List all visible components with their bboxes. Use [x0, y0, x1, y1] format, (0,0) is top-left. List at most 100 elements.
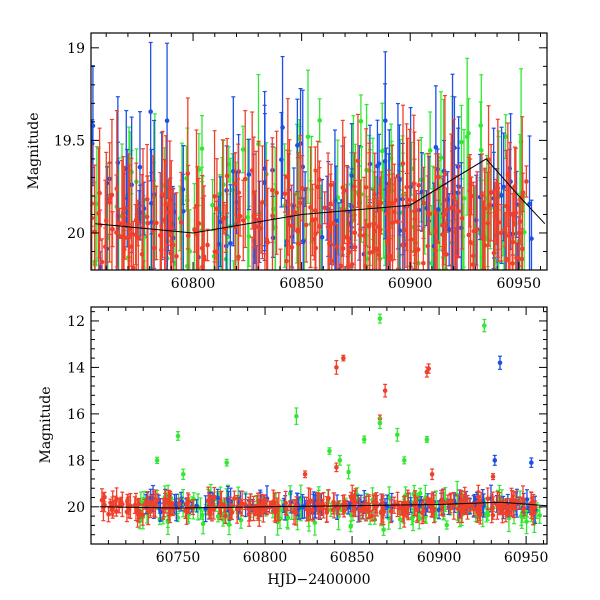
top-data-point — [221, 215, 227, 221]
bottom-data-point — [421, 508, 426, 513]
bottom-data-point — [426, 366, 431, 371]
bottom-y-tick-label: 18 — [67, 453, 85, 469]
top-data-point — [376, 161, 382, 167]
top-data-point — [357, 232, 363, 238]
top-data-point — [524, 179, 529, 184]
top-data-point — [516, 230, 522, 236]
top-data-point — [376, 252, 382, 258]
top-data-point — [433, 275, 438, 280]
top-data-point — [328, 182, 334, 188]
top-data-point — [367, 204, 372, 209]
top-data-point — [527, 201, 532, 207]
top-data-point — [151, 245, 157, 251]
top-panel-ticks: 60800 60850 60900 60950 19 19.5 20 — [54, 33, 547, 292]
bottom-data-point — [168, 501, 173, 507]
bottom-data-point — [246, 506, 252, 512]
bottom-data-point — [417, 491, 423, 496]
top-data-point — [349, 262, 355, 267]
bottom-y-tick-label: 16 — [67, 407, 85, 423]
top-data-point — [154, 220, 159, 226]
bottom-data-point — [537, 513, 543, 518]
top-data-point — [235, 219, 241, 224]
bottom-data-point — [194, 503, 199, 509]
top-data-point — [91, 123, 96, 129]
top-data-point — [506, 233, 512, 238]
top-data-point — [240, 147, 246, 152]
top-data-point — [195, 232, 200, 238]
top-data-point — [185, 171, 191, 176]
top-data-point — [374, 246, 380, 252]
top-data-point — [249, 168, 255, 173]
top-data-point — [446, 227, 452, 233]
bottom-data-point — [427, 503, 433, 508]
top-data-point — [491, 250, 497, 256]
top-data-point — [265, 240, 270, 245]
top-data-point — [295, 229, 301, 234]
bottom-data-point — [291, 509, 297, 515]
bottom-data-point — [381, 527, 386, 533]
top-data-point — [228, 240, 233, 246]
bottom-data-point — [310, 507, 315, 513]
bottom-data-point — [136, 509, 142, 515]
top-data-point — [325, 224, 331, 230]
top-data-point — [317, 224, 322, 229]
top-data-point — [284, 258, 289, 264]
top-data-point — [427, 148, 433, 153]
top-panel-data — [91, 41, 546, 291]
top-data-point — [163, 201, 169, 206]
top-data-point — [282, 191, 288, 196]
top-data-point — [456, 209, 461, 214]
bottom-data-point — [361, 437, 367, 442]
top-data-point — [217, 191, 223, 197]
bottom-data-point — [392, 502, 398, 507]
top-panel-frame — [90, 32, 548, 271]
top-data-point — [511, 212, 516, 218]
bottom-data-point — [183, 508, 188, 514]
bottom-data-point — [429, 471, 435, 477]
bottom-data-point — [228, 499, 233, 504]
bottom-data-point — [142, 501, 148, 507]
bottom-data-point — [382, 388, 388, 393]
bottom-data-point — [349, 496, 355, 501]
bottom-data-point — [512, 501, 518, 507]
top-data-point — [231, 286, 236, 291]
top-data-point — [246, 234, 252, 239]
top-data-point — [400, 242, 405, 248]
bottom-data-point — [224, 460, 230, 465]
bottom-y-tick-label: 14 — [67, 360, 85, 376]
bottom-data-point — [190, 504, 196, 510]
top-data-point — [299, 185, 305, 191]
bottom-data-point — [106, 511, 111, 517]
bottom-data-point — [334, 365, 339, 370]
top-data-point — [425, 210, 431, 216]
top-data-point — [433, 228, 439, 233]
bottom-data-point — [113, 498, 118, 504]
top-data-point — [517, 219, 523, 224]
top-data-point — [503, 134, 508, 139]
top-data-point — [334, 244, 340, 250]
top-data-point — [459, 216, 465, 221]
bottom-data-point — [497, 360, 503, 366]
bottom-data-point — [388, 508, 394, 514]
bottom-data-point — [475, 505, 481, 510]
top-data-point — [480, 236, 486, 241]
top-data-point — [344, 235, 350, 240]
top-data-point — [421, 200, 426, 206]
bottom-panel-frame — [90, 306, 548, 545]
bottom-data-point — [284, 506, 289, 512]
bottom-data-point — [109, 507, 115, 513]
top-data-point — [322, 205, 328, 211]
bottom-data-point — [524, 497, 530, 502]
top-data-point — [461, 196, 467, 201]
top-data-point — [407, 197, 413, 203]
top-data-point — [436, 174, 441, 180]
bottom-data-point — [302, 471, 308, 477]
bottom-x-axis-label: HJD−2400000 — [267, 572, 370, 588]
bottom-data-point — [471, 506, 477, 512]
top-data-point — [352, 230, 358, 236]
top-data-point — [454, 254, 460, 259]
top-data-point — [305, 134, 311, 140]
bottom-data-point — [223, 513, 228, 519]
top-x-tick-label: 60850 — [279, 276, 324, 292]
bottom-data-point — [363, 505, 369, 511]
